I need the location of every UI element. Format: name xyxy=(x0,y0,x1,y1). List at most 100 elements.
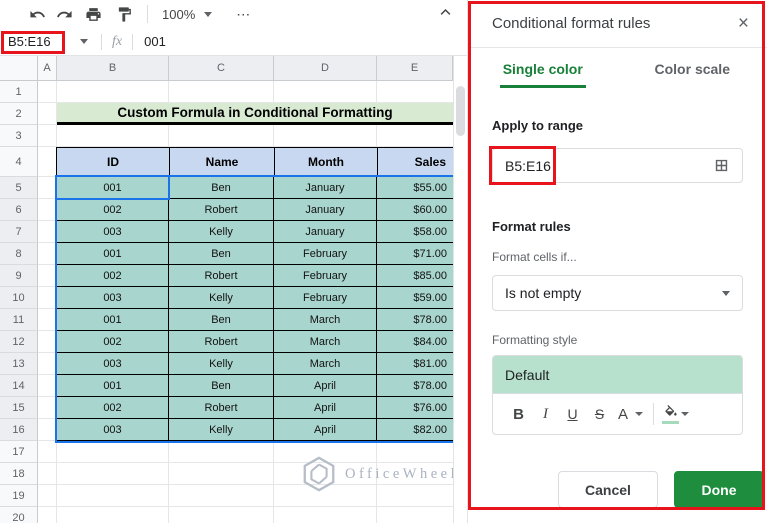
row-header[interactable]: 18 xyxy=(0,463,38,485)
cell-sales[interactable]: $82.00 xyxy=(377,419,453,441)
cell-name[interactable]: Robert xyxy=(169,265,274,287)
cell-name[interactable]: Ben xyxy=(169,243,274,265)
cell-month[interactable]: March xyxy=(274,309,377,331)
undo-icon[interactable] xyxy=(27,4,47,24)
select-all-corner[interactable] xyxy=(0,56,38,81)
zoom-control[interactable]: 100% xyxy=(162,7,213,22)
cell-name[interactable]: Kelly xyxy=(169,287,274,309)
row-header[interactable]: 11 xyxy=(0,309,38,331)
chevron-down-icon[interactable] xyxy=(681,412,689,416)
cell-id[interactable]: 002 xyxy=(56,265,169,287)
bold-button[interactable]: B xyxy=(513,405,524,423)
chevron-down-icon[interactable] xyxy=(635,412,643,416)
sheet-title-cell[interactable]: Custom Formula in Conditional Formatting xyxy=(57,103,453,125)
row-header[interactable]: 6 xyxy=(0,199,38,221)
cell-month[interactable]: January xyxy=(274,177,377,199)
row-header[interactable]: 19 xyxy=(0,485,38,507)
column-header[interactable]: C xyxy=(169,56,274,81)
cell-sales[interactable]: $76.00 xyxy=(377,397,453,419)
row-header[interactable]: 7 xyxy=(0,221,38,243)
cell-sales[interactable]: $84.00 xyxy=(377,331,453,353)
column-header[interactable]: A xyxy=(38,56,57,81)
cell-id[interactable]: 001 xyxy=(56,177,169,199)
scrollbar-thumb[interactable] xyxy=(456,86,465,136)
column-header[interactable]: B xyxy=(57,56,169,81)
cell-sales[interactable]: $58.00 xyxy=(377,221,453,243)
cell-month[interactable]: January xyxy=(274,199,377,221)
cell-id[interactable]: 002 xyxy=(56,199,169,221)
row-header[interactable]: 9 xyxy=(0,265,38,287)
cell-id[interactable]: 001 xyxy=(56,309,169,331)
cell-name[interactable]: Robert xyxy=(169,331,274,353)
row-header[interactable]: 13 xyxy=(0,353,38,375)
row-header[interactable]: 12 xyxy=(0,331,38,353)
row-header[interactable]: 2 xyxy=(0,103,38,125)
cell-id[interactable]: 003 xyxy=(56,419,169,441)
table-header-cell[interactable]: Sales xyxy=(378,148,453,176)
cell-month[interactable]: March xyxy=(274,331,377,353)
formula-input[interactable]: 001 xyxy=(144,34,166,49)
cell-id[interactable]: 001 xyxy=(56,243,169,265)
paint-format-icon[interactable] xyxy=(114,4,134,24)
table-header-cell[interactable]: Month xyxy=(275,148,378,176)
cell-name[interactable]: Kelly xyxy=(169,353,274,375)
cell-sales[interactable]: $78.00 xyxy=(377,375,453,397)
tab-single-color[interactable]: Single color xyxy=(468,61,618,90)
done-button[interactable]: Done xyxy=(674,471,764,508)
cell-name[interactable]: Kelly xyxy=(169,221,274,243)
close-icon[interactable]: × xyxy=(737,13,749,34)
row-header[interactable]: 1 xyxy=(0,81,38,103)
cancel-button[interactable]: Cancel xyxy=(558,471,658,508)
tab-color-scale[interactable]: Color scale xyxy=(654,61,730,77)
select-data-range-icon[interactable] xyxy=(713,157,730,174)
cell-name[interactable]: Robert xyxy=(169,199,274,221)
cell-sales[interactable]: $60.00 xyxy=(377,199,453,221)
cell-sales[interactable]: $78.00 xyxy=(377,309,453,331)
underline-button[interactable]: U xyxy=(567,406,578,422)
print-icon[interactable] xyxy=(83,4,103,24)
cell-sales[interactable]: $85.00 xyxy=(377,265,453,287)
cell-month[interactable]: April xyxy=(274,419,377,441)
row-header[interactable]: 3 xyxy=(0,125,38,147)
cell-sales[interactable]: $59.00 xyxy=(377,287,453,309)
range-input[interactable]: B5:E16 xyxy=(492,148,743,183)
text-color-button[interactable]: A xyxy=(617,405,628,423)
cell-month[interactable]: February xyxy=(274,243,377,265)
cell-name[interactable]: Ben xyxy=(169,309,274,331)
cell-month[interactable]: February xyxy=(274,287,377,309)
cell-id[interactable]: 001 xyxy=(56,375,169,397)
cell-id[interactable]: 003 xyxy=(56,221,169,243)
cell-month[interactable]: April xyxy=(274,397,377,419)
cell-id[interactable]: 003 xyxy=(56,353,169,375)
table-header-cell[interactable]: Name xyxy=(170,148,275,176)
row-header[interactable]: 14 xyxy=(0,375,38,397)
redo-icon[interactable] xyxy=(54,4,74,24)
more-options-icon[interactable]: ⋯ xyxy=(236,5,252,22)
italic-button[interactable]: I xyxy=(543,405,548,422)
row-header[interactable]: 8 xyxy=(0,243,38,265)
cell-sales[interactable]: $55.00 xyxy=(377,177,453,199)
cell-month[interactable]: January xyxy=(274,221,377,243)
name-box[interactable]: B5:E16 xyxy=(8,34,51,49)
cell-id[interactable]: 002 xyxy=(56,397,169,419)
range-value[interactable]: B5:E16 xyxy=(505,157,551,174)
cell-id[interactable]: 003 xyxy=(56,287,169,309)
cell-name[interactable]: Kelly xyxy=(169,419,274,441)
strikethrough-button[interactable]: S xyxy=(594,406,605,422)
row-header[interactable]: 20 xyxy=(0,507,38,523)
column-header[interactable]: E xyxy=(377,56,453,81)
hide-menus-icon[interactable] xyxy=(435,2,455,22)
cell-month[interactable]: February xyxy=(274,265,377,287)
row-header[interactable]: 4 xyxy=(0,147,38,177)
row-header[interactable]: 17 xyxy=(0,441,38,463)
cell-name[interactable]: Ben xyxy=(169,375,274,397)
table-header-cell[interactable]: ID xyxy=(57,148,170,176)
row-header[interactable]: 5 xyxy=(0,177,38,199)
row-header[interactable]: 16 xyxy=(0,419,38,441)
row-header[interactable]: 10 xyxy=(0,287,38,309)
condition-dropdown[interactable]: Is not empty xyxy=(492,275,743,311)
cell-sales[interactable]: $81.00 xyxy=(377,353,453,375)
cell-sales[interactable]: $71.00 xyxy=(377,243,453,265)
row-header[interactable]: 15 xyxy=(0,397,38,419)
column-header[interactable]: D xyxy=(274,56,377,81)
